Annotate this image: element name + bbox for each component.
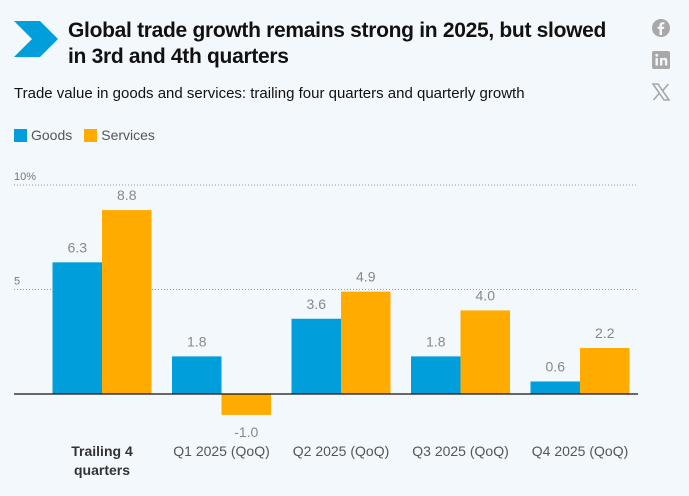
bar-goods [172,356,222,394]
linkedin-icon[interactable] [651,50,671,70]
brand-chevron-logo [14,21,58,57]
data-label: 1.8 [426,333,446,349]
x-tick-label: Q2 2025 (QoQ) [293,443,390,459]
bar-services [460,310,510,394]
bar-goods [530,381,580,394]
legend-item-goods: Goods [14,127,72,143]
goods-swatch [14,128,27,142]
x-tick-label: Trailing 4 quarters [71,443,133,478]
data-label: 6.3 [68,239,88,255]
x-tick-label: Q4 2025 (QoQ) [532,443,629,459]
legend: Goods Services [14,127,167,143]
y-tick-label: 10% [14,171,36,183]
bar-services [341,291,391,394]
data-label: 8.8 [117,187,137,203]
data-label: -1.0 [234,424,258,440]
y-tick-label: 5 [14,276,20,288]
bar-goods [52,262,102,394]
bar-services [102,210,152,394]
legend-label: Goods [31,127,73,143]
x-icon[interactable] [651,82,671,102]
chart-subtitle: Trade value in goods and services: trail… [14,85,525,102]
bar-goods [411,356,461,394]
data-label: 4.9 [356,269,376,285]
legend-item-services: Services [84,127,155,143]
data-label: 4.0 [476,287,496,303]
data-label: 1.8 [187,333,207,349]
x-tick-label: Q1 2025 (QoQ) [173,443,270,459]
x-tick-label: Q3 2025 (QoQ) [412,443,509,459]
data-label: 3.6 [307,296,327,312]
legend-label: Services [101,127,155,143]
chart-title: Global trade growth remains strong in 20… [68,19,607,68]
bar-services [580,348,630,394]
data-label: 0.6 [546,358,566,374]
data-label: 2.2 [595,325,615,341]
bar-goods [291,318,341,394]
facebook-icon[interactable] [651,18,671,38]
services-swatch [84,128,98,142]
bar-services [221,394,271,415]
